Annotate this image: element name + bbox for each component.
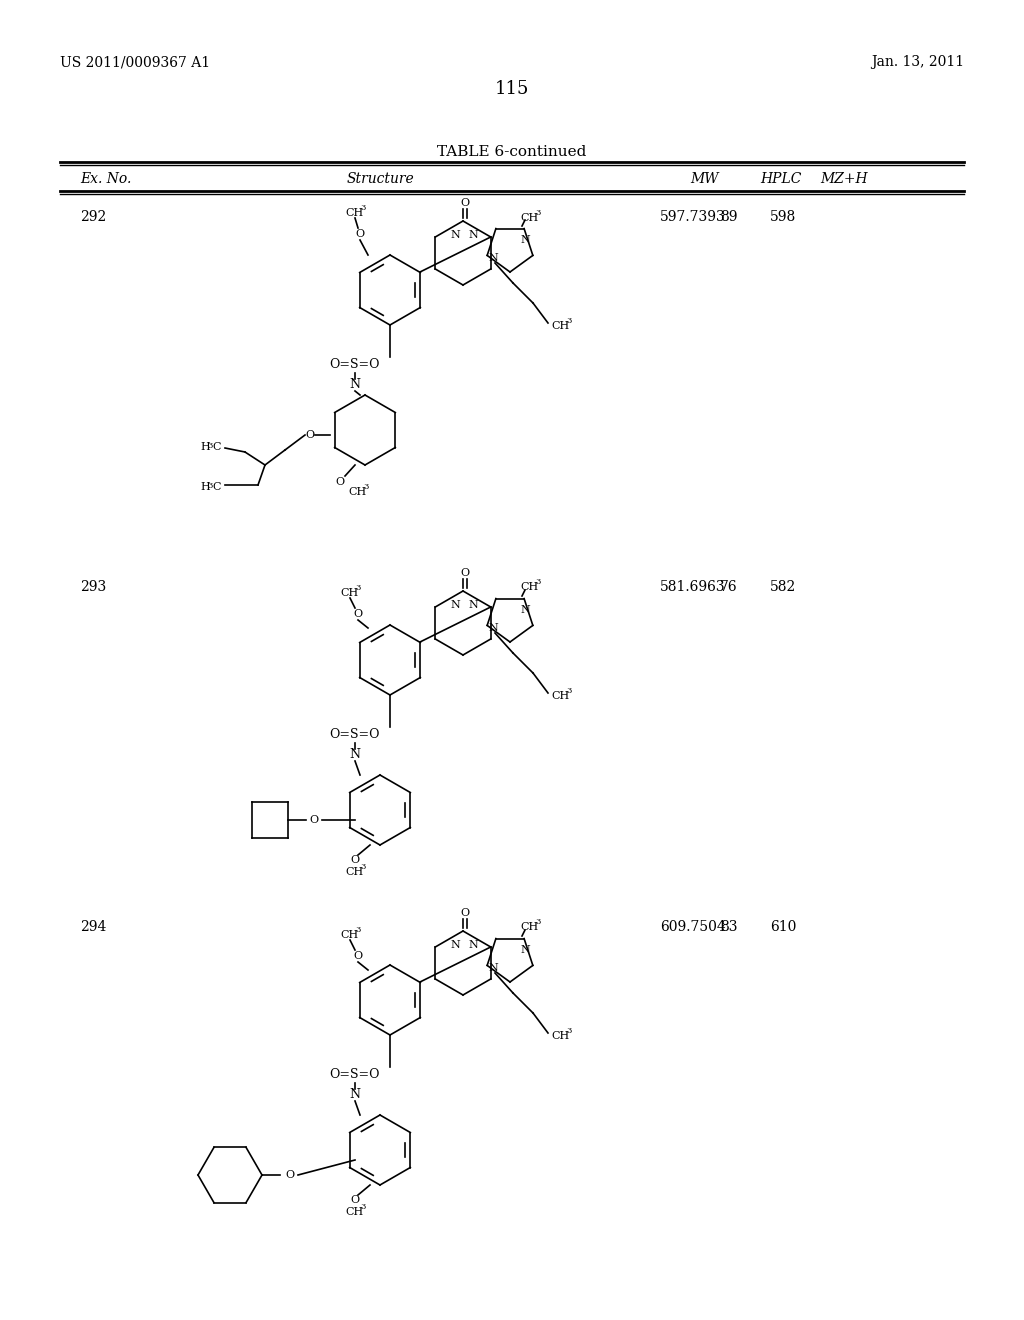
Text: 89: 89 [720,210,737,224]
Text: O=S=O: O=S=O [330,359,380,371]
Text: N: N [468,230,478,240]
Text: CH: CH [340,931,358,940]
Text: CH: CH [520,582,539,591]
Text: 83: 83 [720,920,737,935]
Text: O: O [309,814,318,825]
Text: 581.6963: 581.6963 [660,579,726,594]
Text: O: O [350,1195,359,1205]
Text: 609.7504: 609.7504 [660,920,726,935]
Text: O=S=O: O=S=O [330,1068,380,1081]
Text: N: N [451,601,460,610]
Text: CH: CH [348,487,367,498]
Text: 3: 3 [535,209,541,216]
Text: CH: CH [551,690,569,701]
Text: 76: 76 [720,579,737,594]
Text: O: O [336,477,344,487]
Text: O: O [461,908,470,917]
Text: TABLE 6-continued: TABLE 6-continued [437,145,587,158]
Text: O: O [461,198,470,209]
Text: 3: 3 [355,583,360,591]
Text: N: N [488,964,498,973]
Text: C: C [212,442,220,451]
Text: 3: 3 [360,205,366,213]
Text: CH: CH [551,321,569,331]
Text: 3: 3 [207,442,212,450]
Text: CH: CH [345,209,364,218]
Text: N: N [451,230,460,240]
Text: N: N [488,623,498,634]
Text: MW: MW [690,172,719,186]
Text: O: O [353,950,362,961]
Text: CH: CH [345,867,364,876]
Text: CH: CH [345,1206,364,1217]
Text: N: N [349,748,360,762]
Text: N: N [520,945,529,954]
Text: Ex. No.: Ex. No. [80,172,131,186]
Text: O: O [350,855,359,865]
Text: HPLC: HPLC [760,172,802,186]
Text: CH: CH [340,587,358,598]
Text: N: N [520,605,529,615]
Text: US 2011/0009367 A1: US 2011/0009367 A1 [60,55,210,69]
Text: CH: CH [551,1031,569,1041]
Text: CH: CH [520,213,539,223]
Text: N: N [349,1089,360,1101]
Text: O: O [461,568,470,578]
Text: O: O [353,609,362,619]
Text: 3: 3 [355,927,360,935]
Text: 3: 3 [207,482,212,490]
Text: N: N [488,253,498,263]
Text: 3: 3 [360,863,366,871]
Text: MZ+H: MZ+H [820,172,867,186]
Text: H: H [200,442,210,451]
Text: 3: 3 [566,1027,571,1035]
Text: 598: 598 [770,210,797,224]
Text: N: N [349,379,360,392]
Text: 3: 3 [362,483,369,491]
Text: N: N [451,940,460,950]
Text: 582: 582 [770,579,797,594]
Text: N: N [468,601,478,610]
Text: 3: 3 [360,1203,366,1210]
Text: 292: 292 [80,210,106,224]
Text: O: O [305,430,314,440]
Text: Jan. 13, 2011: Jan. 13, 2011 [870,55,964,69]
Text: 3: 3 [566,317,571,325]
Text: O=S=O: O=S=O [330,729,380,742]
Text: CH: CH [520,921,539,932]
Text: 3: 3 [535,578,541,586]
Text: N: N [468,940,478,950]
Text: 610: 610 [770,920,797,935]
Text: N: N [520,235,529,246]
Text: 3: 3 [566,686,571,696]
Text: O: O [286,1170,295,1180]
Text: O: O [355,228,365,239]
Text: 294: 294 [80,920,106,935]
Text: 597.7393: 597.7393 [660,210,726,224]
Text: 293: 293 [80,579,106,594]
Text: H: H [200,482,210,492]
Text: 115: 115 [495,81,529,98]
Text: 3: 3 [535,917,541,927]
Text: C: C [212,482,220,492]
Text: Structure: Structure [346,172,414,186]
